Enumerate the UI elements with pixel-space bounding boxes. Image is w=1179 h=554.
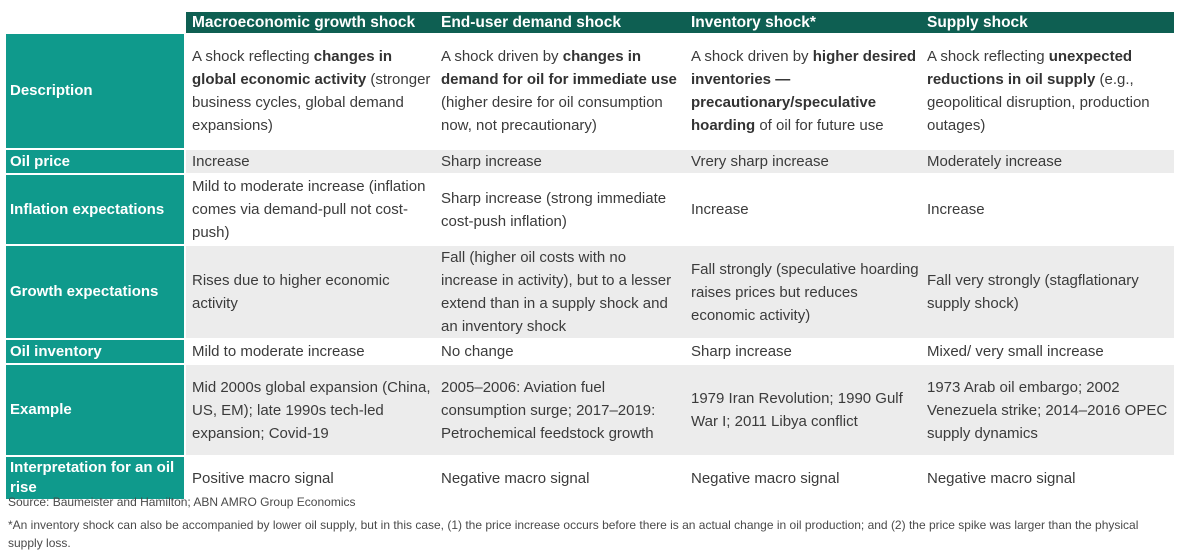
header-corner	[6, 12, 186, 34]
cell-text: Sharp increase	[441, 153, 542, 170]
cell-text: Negative macro signal	[927, 469, 1076, 487]
cell-text: Mixed/ very small increase	[927, 343, 1104, 360]
table-cell: Fall (higher oil costs with no increase …	[435, 246, 685, 340]
cell-text: Sharp increase	[691, 343, 792, 360]
table-cell: Sharp increase	[435, 150, 685, 175]
table-row: Inflation expectations Mild to moderate i…	[6, 175, 1174, 246]
cell-emphasis-text: unexpected reductions in oil supply	[927, 48, 1133, 88]
column-header: End-user demand shock	[435, 12, 685, 34]
table-cell: Increase	[685, 175, 921, 246]
table-row: Oil inventory Mild to moderate increase No…	[6, 340, 1174, 365]
column-header: Supply shock	[921, 12, 1174, 34]
table-cell: Increase	[186, 150, 435, 175]
table-cell: Mild to moderate increase	[186, 340, 435, 365]
cell-text: Rises due to higher economic activity	[192, 272, 390, 312]
column-header: Inventory shock*	[685, 12, 921, 34]
table-cell: Mid 2000s global expansion (China, US, E…	[186, 365, 435, 457]
row-header: Interpretation for an oil rise	[6, 457, 186, 501]
cell-text: Fall very strongly (stagflationary suppl…	[927, 272, 1139, 312]
cell-text: (e.g., geopolitical disruption, producti…	[927, 71, 1150, 134]
cell-text: Vrery sharp increase	[691, 153, 829, 170]
table-cell: Negative macro signal	[435, 457, 685, 501]
cell-emphasis-text: changes in global economic activity	[192, 48, 393, 88]
table-cell: Sharp increase	[685, 340, 921, 365]
table-cell: A shock reflecting unexpected reductions…	[921, 34, 1174, 150]
row-header: Example	[6, 365, 186, 457]
table-cell: Fall strongly (speculative hoarding rais…	[685, 246, 921, 340]
cell-emphasis-text: changes in demand for oil for immediate …	[441, 48, 677, 88]
cell-text: (stronger business cycles, global demand…	[192, 71, 431, 134]
cell-text: of oil for future use	[755, 117, 884, 134]
table-cell: Sharp increase (strong immediate cost-pu…	[435, 175, 685, 246]
cell-text: 2005–2006: Aviation fuel consumption sur…	[441, 378, 656, 442]
footnote: *An inventory shock can also be accompan…	[8, 518, 1139, 550]
table-cell: Vrery sharp increase	[685, 150, 921, 175]
table-cell: Mixed/ very small increase	[921, 340, 1174, 365]
cell-text: Increase	[192, 153, 250, 170]
cell-text: Mid 2000s global expansion (China, US, E…	[192, 378, 431, 442]
table-cell: Rises due to higher economic activity	[186, 246, 435, 340]
table-row: Oil price Increase Sharp increase Vrery sha…	[6, 150, 1174, 175]
cell-text: A shock reflecting	[192, 48, 314, 65]
cell-text: Sharp increase (strong immediate cost-pu…	[441, 189, 667, 230]
header-row: Macroeconomic growth shock End-user dema…	[6, 12, 1174, 34]
cell-text: Increase	[691, 201, 749, 218]
cell-text: Negative macro signal	[441, 469, 590, 487]
cell-text: Negative macro signal	[691, 469, 840, 487]
column-header: Macroeconomic growth shock	[186, 12, 435, 34]
source-note: Source: Baumeister and Hamilton; ABN AMR…	[8, 495, 356, 509]
row-header: Oil price	[6, 150, 186, 175]
table-cell: A shock driven by changes in demand for …	[435, 34, 685, 150]
table-row: Description A shock reflecting changes in…	[6, 34, 1174, 150]
table-cell: Moderately increase	[921, 150, 1174, 175]
table-body: Description A shock reflecting changes in…	[6, 34, 1174, 501]
table-cell: Negative macro signal	[921, 457, 1174, 501]
table-row: Example Mid 2000s global expansion (China…	[6, 365, 1174, 457]
cell-text: Positive macro signal	[192, 469, 334, 487]
oil-shock-comparison-table: Macroeconomic growth shock End-user dema…	[6, 12, 1174, 501]
cell-emphasis-text: higher desired inventories — precautiona…	[691, 48, 917, 134]
cell-text: Moderately increase	[927, 153, 1063, 170]
table-cell: A shock driven by higher desired invento…	[685, 34, 921, 150]
table-cell: No change	[435, 340, 685, 365]
table-cell: A shock reflecting changes in global eco…	[186, 34, 435, 150]
table-row: Interpretation for an oil rise Positive m…	[6, 457, 1174, 501]
row-header: Description	[6, 34, 186, 150]
cell-text: Fall (higher oil costs with no increase …	[441, 249, 672, 335]
table-cell: Fall very strongly (stagflationary suppl…	[921, 246, 1174, 340]
table-cell: Negative macro signal	[685, 457, 921, 501]
table-row: Growth expectations Rises due to higher e…	[6, 246, 1174, 340]
row-header: Oil inventory	[6, 340, 186, 365]
table-header: Macroeconomic growth shock End-user dema…	[6, 12, 1174, 34]
cell-text: A shock driven by	[691, 48, 813, 65]
cell-text: No change	[441, 343, 514, 360]
cell-text: Fall strongly (speculative hoarding rais…	[691, 260, 919, 324]
table-cell: Mild to moderate increase (inflation com…	[186, 175, 435, 246]
table-cell: 1973 Arab oil embargo; 2002 Venezuela st…	[921, 365, 1174, 457]
cell-text: 1979 Iran Revolution; 1990 Gulf War I; 2…	[691, 390, 903, 430]
cell-text: Increase	[927, 201, 985, 218]
cell-text: (higher desire for oil consumption now, …	[441, 94, 663, 134]
cell-text: A shock driven by	[441, 48, 563, 65]
table-cell: 2005–2006: Aviation fuel consumption sur…	[435, 365, 685, 457]
table-cell: Increase	[921, 175, 1174, 246]
cell-text: Mild to moderate increase	[192, 343, 365, 360]
row-header: Inflation expectations	[6, 175, 186, 246]
cell-text: A shock reflecting	[927, 48, 1049, 65]
table-cell: Positive macro signal	[186, 457, 435, 501]
table-cell: 1979 Iran Revolution; 1990 Gulf War I; 2…	[685, 365, 921, 457]
cell-text: 1973 Arab oil embargo; 2002 Venezuela st…	[927, 378, 1168, 442]
cell-text: Mild to moderate increase (inflation com…	[192, 178, 426, 241]
row-header: Growth expectations	[6, 246, 186, 340]
